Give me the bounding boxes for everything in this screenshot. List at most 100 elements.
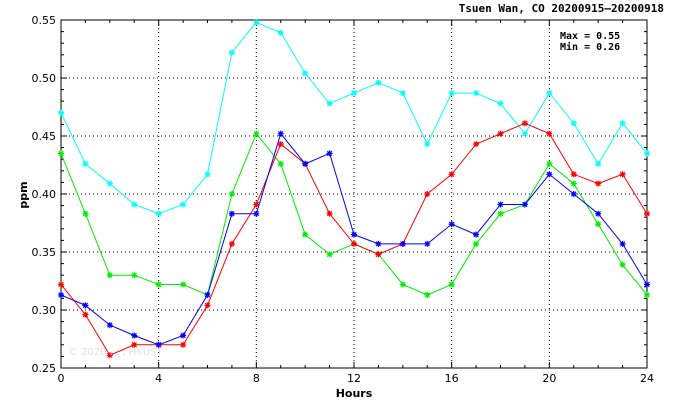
series-point [326,210,333,217]
min-annotation: Min = 0.26 [560,41,620,53]
series-point [228,191,235,197]
series-point [399,240,406,247]
x-tick-label: 16 [445,372,459,385]
series-point [424,240,431,247]
series-point [155,341,162,348]
series-point [595,221,602,228]
series-point [570,191,577,197]
series-point [644,291,650,298]
series-point [253,201,260,208]
series-line [60,132,648,346]
series-point [228,49,235,56]
series-point [595,160,602,167]
x-tick-label: 20 [542,372,556,385]
series-point [228,210,235,217]
series-point [448,281,455,288]
series-point [131,341,138,348]
series-point [497,201,504,208]
x-tick-label: 0 [58,372,65,385]
watermark: © 2020 ... , HKUST [68,347,163,358]
series-point [180,332,187,339]
series-point [277,29,284,36]
series-point [58,281,64,288]
series-point [521,201,528,208]
series-point [399,90,406,97]
series-point [473,240,480,247]
y-tick-label: 0.40 [32,188,57,201]
series-point [326,150,333,157]
series-point [302,231,309,238]
series-point [473,231,480,238]
series-point [180,281,187,288]
series-point [302,70,309,77]
series-point [375,251,382,258]
plot-area: 0 4 8 12 16 20 24 0.25 0.30 0.35 0.40 0.45 0.50 0.55 [32,14,655,385]
series-point [619,120,626,127]
series-point [399,281,406,288]
series-point [106,180,113,187]
series-point [521,130,528,137]
series-point [253,210,260,217]
y-tick-label: 0.35 [32,246,57,259]
series-point [424,291,431,298]
series-point [424,191,431,197]
series-point [302,160,309,167]
series-point [644,210,650,217]
series-point [180,201,187,208]
series-point [326,251,333,258]
x-tick-label: 4 [155,372,162,385]
series-point [351,240,357,247]
series-point [277,160,284,167]
series-point [180,341,187,348]
series-point [570,120,577,127]
series-point [619,171,626,178]
series-point [644,150,650,157]
series-point [546,171,553,178]
series-point [595,180,602,187]
series-point [619,240,626,247]
series-point [106,322,113,329]
series-point [253,130,260,137]
series-point [375,240,382,247]
x-axis-title: Hours [336,387,373,400]
series-point [253,19,260,26]
series-point [546,130,553,137]
y-axis-title: ppm [17,181,30,208]
series-point [351,231,357,238]
series-point [204,291,211,298]
series-point [546,160,553,167]
series-point [644,281,650,288]
series-point [570,180,577,187]
series-point [546,90,553,97]
series-point [277,141,284,148]
series-point [521,120,528,127]
series-point [82,210,89,217]
series-line [60,132,648,296]
x-tick-label: 8 [253,372,260,385]
series-point [619,261,626,268]
series-point [106,352,113,359]
series-point [473,90,480,97]
series-point [106,272,113,279]
series-point [131,272,138,279]
series-point [424,141,431,148]
series-point [155,281,162,288]
y-tick-label: 0.30 [32,304,57,317]
chart-title: Tsuen Wan, CO 20200915—20200918 [459,2,664,15]
series-point [58,150,64,157]
series-point [58,109,64,116]
series-point [595,210,602,217]
series-point [155,210,162,217]
x-tick-label: 12 [347,372,361,385]
series-point [375,79,382,86]
max-annotation: Max = 0.55 [560,31,620,42]
series-point [131,201,138,208]
series-point [204,171,211,178]
y-tick-label: 0.45 [32,130,57,143]
series-point [570,171,577,178]
series-point [497,100,504,107]
series-point [82,160,89,167]
series-point [351,90,357,97]
series-point [497,130,504,137]
